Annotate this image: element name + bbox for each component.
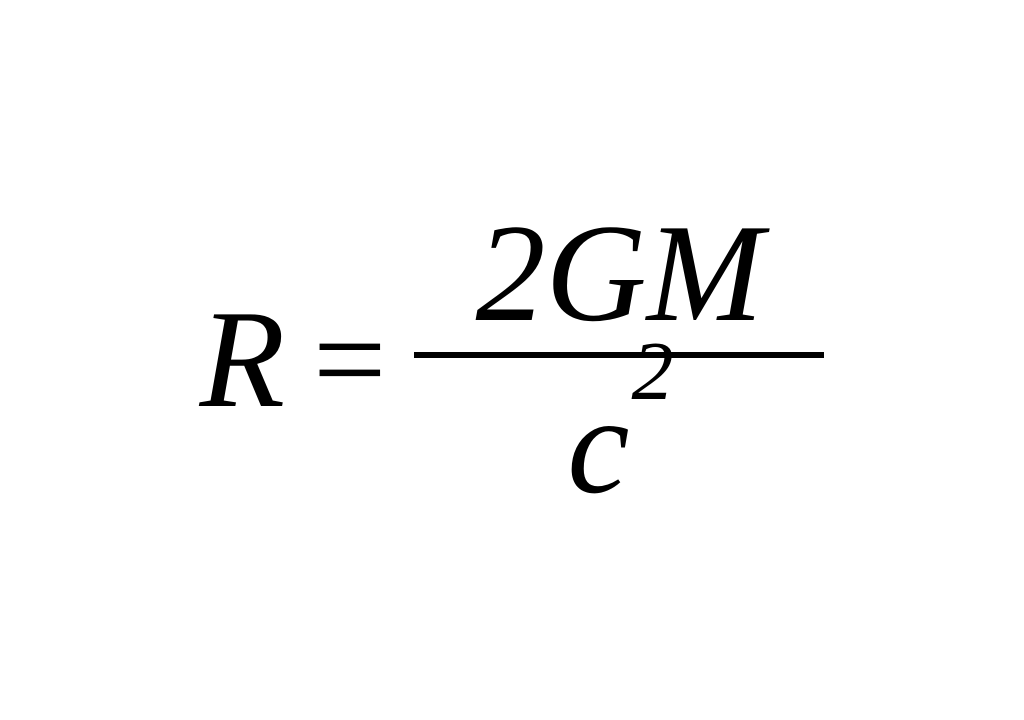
fraction-numerator: 2GM xyxy=(476,204,764,352)
equation-fraction: 2GM c 2 xyxy=(414,204,824,516)
denominator-base: c xyxy=(567,376,629,516)
equals-sign: = xyxy=(313,295,386,425)
fraction-denominator: c 2 xyxy=(567,358,671,516)
denominator-exponent: 2 xyxy=(631,330,673,414)
schwarzschild-radius-equation: R = 2GM c 2 xyxy=(200,204,825,516)
equation-lhs: R xyxy=(200,290,286,430)
